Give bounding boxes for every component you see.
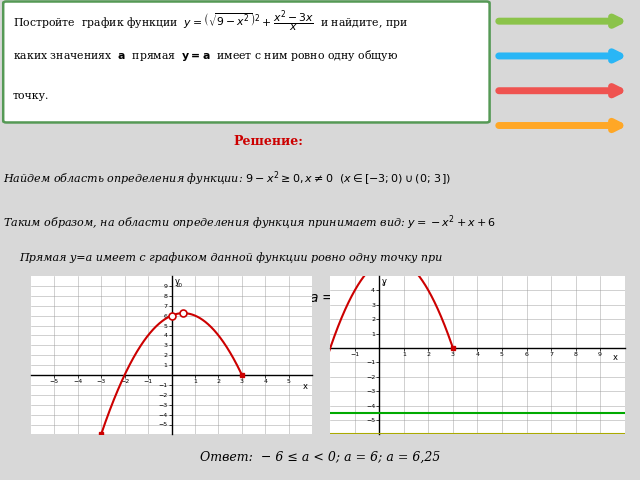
- Text: x: x: [612, 353, 618, 362]
- Text: y: y: [175, 277, 180, 287]
- Text: Прямая y=а имеет с графиком данной функции ровно одну точку при: Прямая y=а имеет с графиком данной функц…: [19, 252, 442, 264]
- Text: 4: 4: [381, 282, 385, 288]
- FancyBboxPatch shape: [3, 1, 490, 122]
- Text: Ответ:  − 6 ≤ а < 0; а = 6; а = 6,25: Ответ: − 6 ≤ а < 0; а = 6; а = 6,25: [200, 451, 440, 464]
- Text: $-6 \leq a < 0;\; a = 6;\; a = 6{,}25$: $-6 \leq a < 0;\; a = 6;\; a = 6{,}25$: [227, 290, 413, 306]
- Text: 10: 10: [175, 283, 182, 288]
- Text: каких значениях  $\mathbf{a}$  прямая  $\mathbf{y=a}$  имеет с ним ровно одну об: каких значениях $\mathbf{a}$ прямая $\ma…: [13, 48, 398, 63]
- Text: Решение:: Решение:: [234, 134, 304, 147]
- Text: y: y: [381, 277, 387, 287]
- Text: x: x: [303, 382, 308, 391]
- Text: Найдем область определения функции: $9 - x^2 \geq 0, x \neq 0$  $(x \in [-3;0) \: Найдем область определения функции: $9 -…: [3, 169, 451, 187]
- Text: точку.: точку.: [13, 91, 49, 101]
- Text: Постройте  график функции  $y = \left(\sqrt{9-x^2}\right)^2 + \dfrac{x^2-3x}{x}$: Постройте график функции $y = \left(\sqr…: [13, 8, 408, 34]
- Text: Таким образом, на области определения функция принимает вид: $y = -x^2 + x + 6$: Таким образом, на области определения фу…: [3, 213, 497, 231]
